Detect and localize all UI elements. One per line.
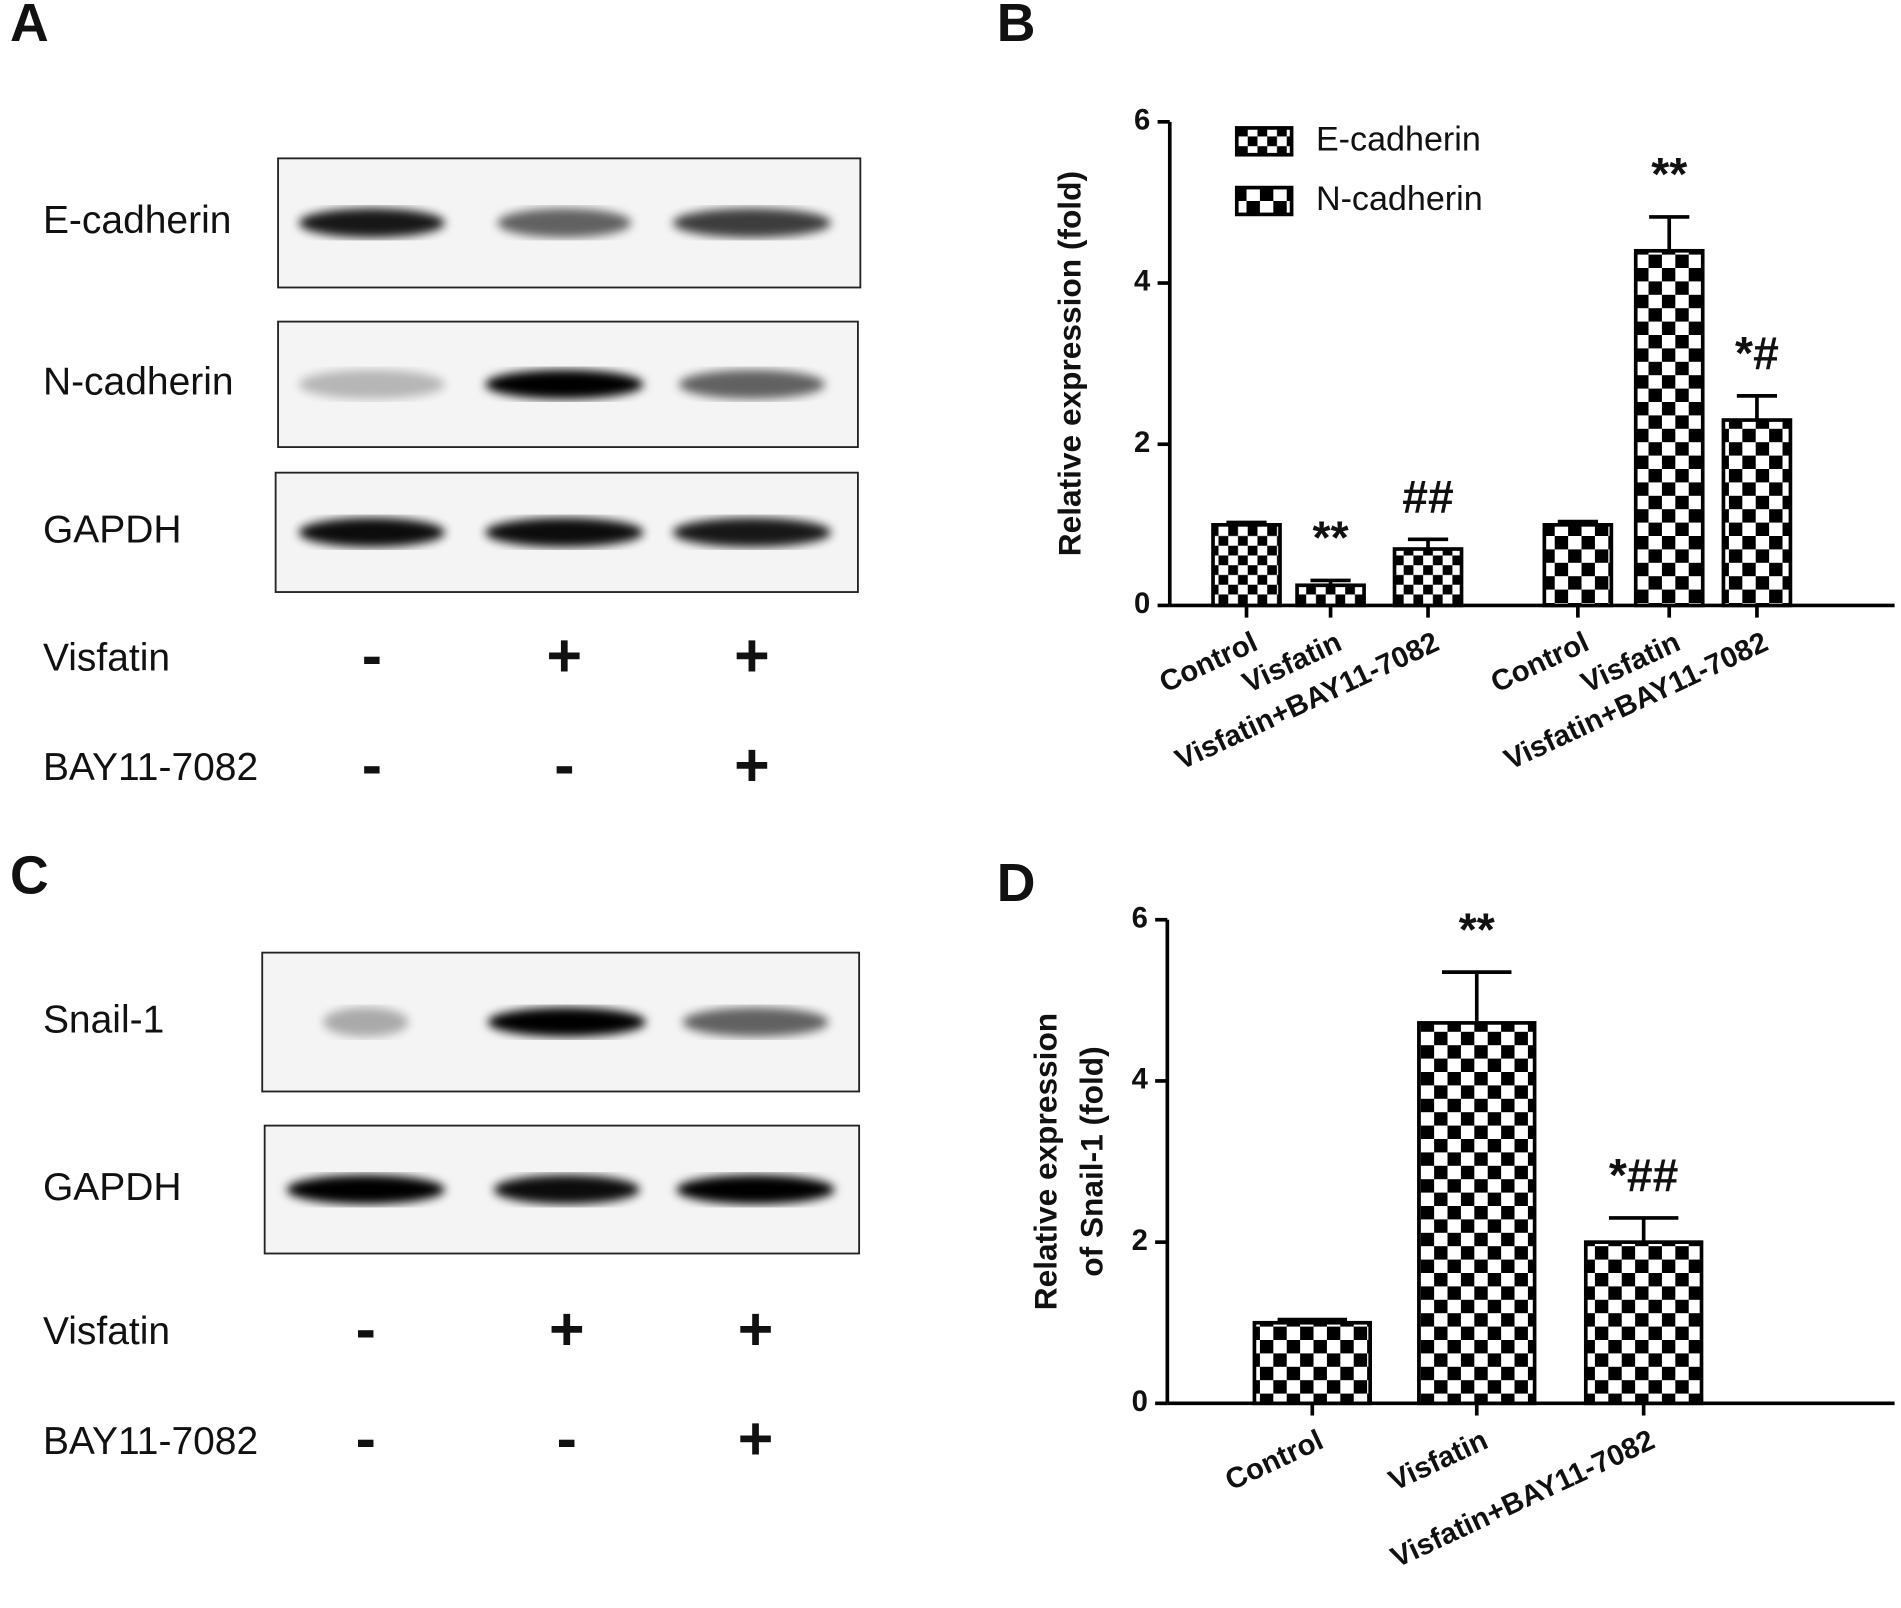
treatment-sign: - [554,731,574,799]
blot-band [493,1174,640,1205]
significance-label: *# [1735,327,1779,379]
treatment-sign: - [362,621,382,689]
bar [1417,1021,1537,1406]
bar [1295,583,1366,608]
treatment-label: Visfatin [43,1310,170,1353]
treatment-sign: + [738,1405,774,1473]
bar [1392,547,1464,608]
y-tick-label: 6 [1132,902,1148,934]
treatment-label: BAY11-7082 [43,746,258,789]
blot-band [672,208,832,238]
x-tick-label: Visfatin+BAY11-7082 [1386,1424,1659,1574]
x-tick-label: Control [1486,626,1594,699]
treatment-label: BAY11-7082 [43,1420,258,1463]
blot-band [672,517,832,547]
band-label: GAPDH [43,1166,182,1209]
blot-band [323,1007,409,1037]
bar [1542,523,1614,608]
treatment-sign: + [734,731,770,799]
significance-label: ** [1651,148,1687,200]
blot-band [298,369,445,399]
band-label: E-cadherin [43,199,231,242]
treatment-label: Visfatin [43,637,170,680]
treatment-sign: - [356,1405,376,1473]
blot-band [682,1007,829,1037]
panel-letter: C [10,846,49,906]
y-tick-label: 0 [1134,588,1150,620]
blot-band [298,517,445,547]
y-tick-label: 4 [1132,1064,1149,1096]
legend-label: E-cadherin [1316,120,1481,158]
x-tick-label: Visfatin [1384,1424,1493,1497]
blot-band [676,1174,835,1205]
y-tick-label: 2 [1132,1225,1148,1257]
treatment-sign: + [549,1295,585,1363]
significance-label: ** [1459,903,1495,955]
blot-band [485,369,644,399]
bar [1211,523,1282,608]
band-label: Snail-1 [43,998,164,1041]
legend-swatch [1234,185,1294,217]
bar [1721,418,1793,608]
panel-letter: B [997,0,1036,53]
y-axis-label: Relative expression (fold) [1052,171,1088,556]
y-tick-label: 6 [1134,105,1150,137]
bar [1252,1320,1372,1406]
treatment-sign: + [547,621,583,689]
y-tick-label: 0 [1132,1386,1148,1418]
y-tick-label: 2 [1134,427,1150,459]
significance-label: ## [1402,471,1453,523]
panel-letter: D [997,853,1036,913]
x-tick-label: Control [1221,1424,1329,1497]
significance-label: *## [1609,1149,1679,1201]
treatment-sign: - [362,731,382,799]
treatment-sign: + [738,1295,774,1363]
bar [1583,1240,1704,1406]
bar [1633,248,1705,608]
y-axis-label: Relative expression [1027,1013,1063,1310]
blot-band [678,369,826,399]
band-label: N-cadherin [43,361,234,404]
y-axis-label: of Snail-1 (fold) [1074,1046,1110,1276]
blot-band [298,208,445,238]
blot-band [497,208,632,238]
y-tick-label: 4 [1134,266,1151,298]
panel-letter: A [10,0,49,53]
treatment-sign: - [557,1405,577,1473]
blot-band [487,1007,646,1037]
blot-band [485,517,644,547]
treatment-sign: + [734,621,770,689]
band-label: GAPDH [43,509,182,552]
treatment-sign: - [356,1295,376,1363]
blot-band [286,1174,445,1205]
legend-label: N-cadherin [1316,180,1483,218]
significance-label: ** [1313,512,1349,564]
legend-swatch [1234,126,1294,157]
